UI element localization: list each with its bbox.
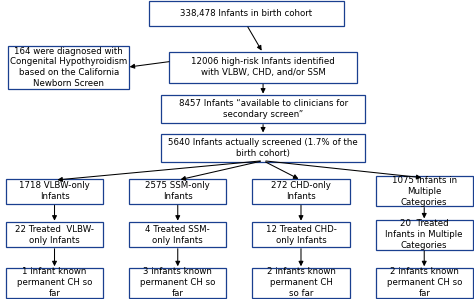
Text: 12 Treated CHD-
only Infants: 12 Treated CHD- only Infants [265,225,337,245]
Text: 3 infants known
permanent CH so
far: 3 infants known permanent CH so far [140,267,216,298]
Text: 12006 high-risk Infants identified
with VLBW, CHD, and/or SSM: 12006 high-risk Infants identified with … [191,57,335,77]
Text: 2 infants known
permanent CH
so far: 2 infants known permanent CH so far [266,267,336,298]
FancyBboxPatch shape [252,179,350,204]
Text: 338,478 Infants in birth cohort: 338,478 Infants in birth cohort [181,9,312,18]
Text: 4 Treated SSM-
only Infants: 4 Treated SSM- only Infants [146,225,210,245]
Text: 1075 Infants in
Multiple
Categories: 1075 Infants in Multiple Categories [392,176,457,207]
FancyBboxPatch shape [129,268,226,298]
Text: 5640 Infants actually screened (1.7% of the
birth cohort): 5640 Infants actually screened (1.7% of … [168,138,358,158]
Text: 2 infants known
permanent CH so
far: 2 infants known permanent CH so far [386,267,462,298]
FancyBboxPatch shape [252,268,350,298]
Text: 164 were diagnosed with
Congenital Hypothyroidism
based on the California
Newbor: 164 were diagnosed with Congenital Hypot… [10,47,128,88]
FancyBboxPatch shape [129,179,226,204]
FancyBboxPatch shape [8,45,129,89]
Text: 272 CHD-only
Infants: 272 CHD-only Infants [271,181,331,201]
Text: 2575 SSM-only
Infants: 2575 SSM-only Infants [146,181,210,201]
FancyBboxPatch shape [170,51,356,83]
FancyBboxPatch shape [375,176,473,206]
FancyBboxPatch shape [161,95,365,123]
Text: 22 Treated  VLBW-
only Infants: 22 Treated VLBW- only Infants [15,225,94,245]
Text: 20  Treated
Infants in Multiple
Categories: 20 Treated Infants in Multiple Categorie… [385,219,463,250]
FancyBboxPatch shape [6,222,103,248]
FancyBboxPatch shape [375,220,473,250]
FancyBboxPatch shape [6,268,103,298]
FancyBboxPatch shape [161,134,365,162]
FancyBboxPatch shape [129,222,226,248]
FancyBboxPatch shape [149,1,344,26]
Text: 1718 VLBW-only
Infants: 1718 VLBW-only Infants [19,181,90,201]
FancyBboxPatch shape [375,268,473,298]
Text: 1 infant known
permanent CH so
far: 1 infant known permanent CH so far [17,267,92,298]
FancyBboxPatch shape [6,179,103,204]
Text: 8457 Infants “available to clinicians for
secondary screen”: 8457 Infants “available to clinicians fo… [179,99,347,119]
FancyBboxPatch shape [252,222,350,248]
